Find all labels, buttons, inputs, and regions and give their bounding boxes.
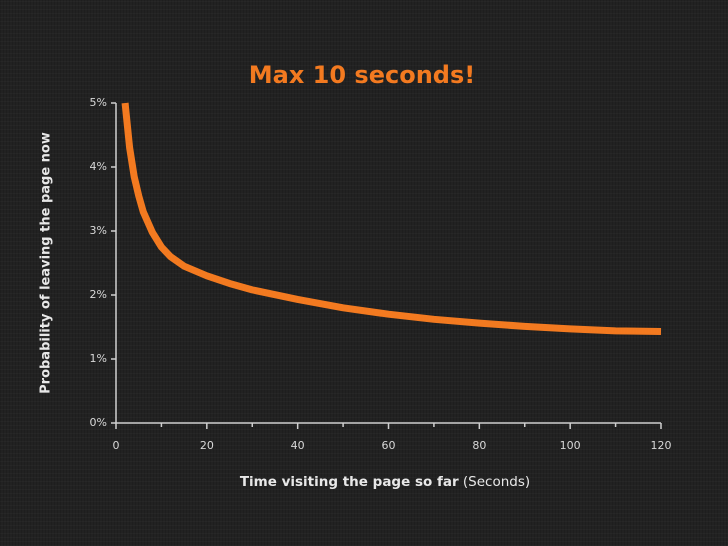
x-axis-unit: (Seconds) (463, 474, 530, 490)
x-tick-label: 120 (651, 439, 672, 452)
x-tick-label: 60 (382, 439, 396, 452)
x-tick-label: 0 (113, 439, 120, 452)
x-axis-label-group: Time visiting the page so far (Seconds) (240, 474, 530, 490)
x-tick-label: 80 (472, 439, 486, 452)
y-tick-label: 4% (90, 160, 107, 173)
x-tick-label: 20 (200, 439, 214, 452)
y-axis-label: Probability of leaving the page now (39, 132, 54, 394)
line-series (121, 102, 662, 335)
x-axis-label: Time visiting the page so far (240, 474, 459, 490)
y-tick-label: 5% (90, 96, 107, 109)
y-tick-label: 0% (90, 416, 107, 429)
chart-title: Max 10 seconds! (249, 61, 475, 89)
y-tick-label: 2% (90, 288, 107, 301)
y-tick-label: 1% (90, 352, 107, 365)
x-tick-label: 100 (560, 439, 581, 452)
x-tick-label: 40 (291, 439, 305, 452)
y-tick-label: 3% (90, 224, 107, 237)
